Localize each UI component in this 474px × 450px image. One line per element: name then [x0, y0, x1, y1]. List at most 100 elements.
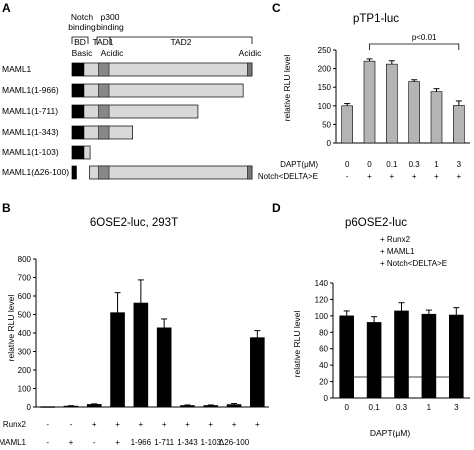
x-tick-label: 0 — [344, 403, 349, 412]
panel-a: A Notch binding p300 binding BD TAD1 TAD… — [2, 1, 262, 180]
bar — [180, 405, 195, 408]
chart-d: 0 20 40 60 80 100 120 140 0 0.1 0.3 1 3 n.s. — [315, 279, 470, 412]
y-tick-label: 100 — [18, 385, 32, 394]
y-tick-label: 600 — [18, 292, 32, 301]
row-cell: + — [115, 438, 120, 447]
panel-c-letter: C — [272, 1, 281, 15]
row-cell: + — [232, 420, 237, 429]
y-tick-label: 100 — [318, 102, 332, 111]
chart-d-legend-1: + Runx2 — [380, 235, 411, 244]
panel-d-letter: D — [272, 201, 281, 215]
construct-list: MAML1 MAML1(1-966) MAML1(1-711) MAML1(1-343… — [2, 62, 253, 180]
panel-b: B 6OSE2-luc, 293T relative RLU level 0 10… — [0, 201, 269, 447]
chart-b-ylabel: relative RLU level — [6, 295, 16, 362]
x-tick-label: 3 — [454, 403, 459, 412]
bar — [110, 312, 125, 408]
acidic-domain-1 — [98, 83, 110, 98]
chart-c-ylabel: relative RLU level — [282, 55, 292, 122]
y-tick-label: 300 — [18, 348, 32, 357]
construct-body — [89, 165, 253, 180]
row-cell: + — [139, 420, 144, 429]
y-tick-label: 800 — [18, 255, 32, 264]
y-tick-label: 60 — [319, 345, 328, 354]
row-cell: + — [389, 172, 394, 181]
y-tick-label: 140 — [315, 279, 329, 288]
bar — [408, 81, 420, 144]
row-cell: + — [434, 172, 439, 181]
chart-c: 0 50 100 150 200 250 DAPT(μM) 0 0 0.1 0.3 1 3 Notch<D… — [258, 33, 470, 181]
bar — [341, 105, 353, 144]
y-tick-label: 200 — [318, 65, 332, 74]
row-cell: + — [367, 172, 372, 181]
chart-b: 0 100 200 300 400 500 600 700 800 Runx2 - - + + + + + + + +… — [0, 255, 269, 447]
chart-d-legend-2: + MAML1 — [380, 247, 415, 256]
p300-binding-label: p300 — [101, 12, 120, 22]
row-cell: - — [70, 420, 73, 429]
row-label: DAPT(μM) — [280, 160, 318, 169]
significance-label: n.s. — [395, 366, 408, 375]
y-tick-label: 500 — [18, 311, 32, 320]
chart-d-xlabel: DAPT(μM) — [370, 428, 410, 438]
row-cell: 3 — [457, 160, 462, 169]
row-cell: + — [185, 420, 190, 429]
tad1-label: TAD1 — [92, 37, 113, 47]
bar — [40, 406, 55, 408]
row-cell: + — [162, 420, 167, 429]
y-tick-label: 0 — [27, 403, 32, 412]
acidic-label-2: Acidic — [239, 48, 262, 58]
row-cell: 0.3 — [409, 160, 421, 169]
y-tick-label: 20 — [319, 378, 328, 387]
bar — [226, 404, 242, 408]
y-tick-label: 40 — [319, 361, 328, 370]
row-label: Runx2 — [3, 420, 27, 429]
basic-domain — [72, 63, 85, 76]
row-cell: - — [346, 172, 349, 181]
row-label: MAML1 — [0, 438, 27, 447]
panel-a-letter: A — [2, 1, 11, 15]
notch-binding-label-2: binding — [68, 22, 96, 32]
bar — [363, 60, 376, 144]
row-cell: 1-343 — [177, 438, 198, 447]
row-cell: + — [208, 420, 213, 429]
bar — [366, 322, 382, 399]
bar — [250, 337, 265, 408]
row-cell: 1-103 — [201, 438, 222, 447]
row-label: Notch<DELTA>E — [258, 172, 318, 181]
bar — [421, 313, 437, 399]
y-tick-label: 50 — [322, 120, 331, 129]
x-tick-label: 0.3 — [396, 403, 408, 412]
panel-b-letter: B — [2, 201, 11, 215]
tad2-label: TAD2 — [170, 37, 191, 47]
bar — [394, 310, 409, 399]
basic-label: Basic — [72, 48, 94, 58]
bar — [63, 405, 79, 408]
bar — [339, 315, 355, 399]
row-cell: + — [92, 420, 97, 429]
chart-d-legend-3: + Notch<DELTA>E — [380, 259, 447, 268]
row-cell: 0.1 — [386, 160, 398, 169]
construct-body — [71, 83, 244, 98]
construct-label: MAML1(1-966) — [2, 85, 59, 95]
row-cell: 1 — [434, 160, 439, 169]
y-tick-label: 250 — [318, 46, 332, 55]
row-cell: + — [255, 420, 260, 429]
bar — [430, 91, 443, 144]
acidic-label-1: Acidic — [101, 48, 124, 58]
significance-label: p<0.01 — [412, 33, 437, 42]
chart-d-title: p6OSE2-luc — [345, 217, 407, 229]
bar — [86, 404, 102, 408]
significance-bracket — [369, 43, 460, 50]
domain-bracket-tad2 — [109, 36, 253, 44]
significance-bracket — [346, 376, 457, 383]
acidic-domain-1 — [98, 104, 110, 119]
y-tick-label: 700 — [18, 274, 32, 283]
bar — [453, 105, 465, 144]
bar — [386, 63, 398, 144]
chart-c-title: pTP1-luc — [353, 13, 399, 25]
construct-label: MAML1(1-343) — [2, 127, 59, 137]
panel-c: C pTP1-luc relative RLU level 0501001502… — [258, 1, 470, 181]
acidic-domain-1 — [98, 165, 110, 180]
basic-domain — [72, 126, 85, 139]
row-cell: - — [46, 438, 49, 447]
